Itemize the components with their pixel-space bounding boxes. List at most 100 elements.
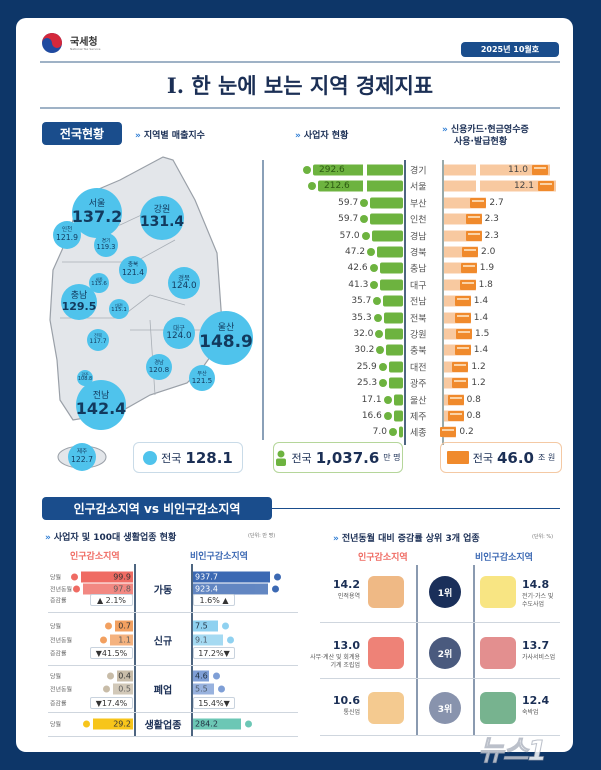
card-value: 1.8 [478, 279, 493, 290]
total-label: 전국 [161, 451, 182, 465]
top3-subtitle-text: 전년동월 대비 증감률 상위 3개 업종 [341, 534, 480, 544]
business-value: 42.6 [347, 263, 368, 274]
agency-subname: National Tax Service [70, 47, 101, 51]
region-label: 세종 [410, 428, 427, 439]
bubble-region-name: 세종 [95, 277, 103, 283]
right-axis-left [416, 565, 418, 735]
group-label: 신규 [153, 636, 173, 648]
card-value: 2.3 [484, 214, 499, 225]
card-subtitle-line1: 신용카드·현금영수증 [450, 125, 529, 135]
card-bar [444, 164, 550, 176]
business-dot [378, 362, 387, 371]
total-value: 128.1 [185, 448, 233, 467]
bubble-legend-icon [143, 450, 158, 465]
business-dot [379, 379, 388, 388]
bubble-region-name: 충남 [70, 290, 88, 301]
business-dot [360, 198, 369, 207]
non-decline-bar: 937.7 [193, 571, 270, 583]
row-label: 당월 [50, 574, 62, 582]
region-bubble: 세종 115.6 [89, 273, 109, 293]
bubble-value: 108.8 [77, 376, 93, 383]
group-divider [48, 712, 298, 713]
credit-card-icon [454, 296, 471, 307]
region-bubble: 제주 122.7 [68, 443, 96, 471]
credit-card-icon [454, 345, 471, 356]
non-decline-bar: 4.6 [193, 670, 209, 682]
decline-dot [100, 636, 107, 644]
bubble-value: 122.7 [70, 454, 93, 464]
business-bar [313, 164, 403, 176]
card-value: 11.0 [507, 165, 528, 175]
business-total-value: 1,037.6 [315, 448, 380, 467]
bubble-value: 117.7 [89, 338, 107, 346]
business-bar [388, 361, 403, 373]
business-bar [385, 328, 403, 340]
non-decline-bar: 7.5 [193, 620, 218, 632]
compare-section-badge: 인구감소지역 vs 비인구감소지역 [42, 497, 272, 520]
row-label: 전년동월 [50, 637, 73, 645]
card-bar [444, 180, 556, 192]
card-value: 2.0 [481, 247, 496, 257]
business-value: 292.6 [319, 165, 345, 175]
bubble-value: 148.9 [199, 331, 253, 352]
business-dot [373, 313, 382, 322]
nts-logo-icon [42, 33, 62, 53]
card-total-value: 46.0 [496, 448, 534, 467]
decline-top-value: 13.0 [332, 639, 360, 652]
region-label: 광주 [410, 379, 427, 390]
business-dot [389, 428, 397, 437]
card-value: 12.1 [513, 181, 534, 192]
decline-bar: 29.2 [93, 718, 133, 730]
bubble-region-name: 제주 [76, 449, 88, 456]
bubble-region-name: 울산 [217, 323, 235, 334]
row-label: 증감률 [50, 650, 67, 658]
business-bar [380, 279, 403, 291]
region-bubble: 대전 115.1 [109, 299, 129, 319]
region-label: 경남 [410, 232, 427, 243]
business-bar [393, 410, 403, 422]
business-value: 212.6 [324, 181, 350, 192]
region-label: 강원 [410, 330, 427, 341]
business-dot [367, 248, 376, 256]
non-decline-change-box: 17.2%▼ [193, 647, 235, 659]
region-bubble: 부산 121.5 [189, 365, 215, 391]
business-total: 전국 1,037.6 만 명 [273, 442, 403, 473]
non-decline-top-label: 전기·가스 및 수도사업 [522, 593, 554, 608]
decline-top-label: 인적용역 [337, 593, 360, 600]
smartphone-icon [368, 692, 404, 724]
decline-bar: 1.1 [110, 634, 133, 646]
bubble-region-name: 대전 [115, 303, 123, 309]
card-bar [444, 246, 478, 258]
non-decline-bar: 9.1 [193, 634, 223, 646]
right-axis-right [473, 565, 475, 735]
bubble-region-name: 강원 [153, 204, 171, 215]
group-label: 폐업 [153, 685, 173, 697]
decline-top-value: 14.2 [332, 578, 360, 591]
business-value: 30.2 [354, 345, 375, 356]
non-decline-dot [222, 622, 229, 630]
bubble-value: 115.6 [91, 281, 107, 288]
region-label: 인천 [410, 215, 427, 226]
region-label: 대전 [410, 363, 427, 374]
business-dot [383, 395, 392, 404]
decline-top-label: 사무·계산 및 회계용 기계 조립업 [310, 654, 360, 669]
business-subtitle: » 사업자 현황 [295, 131, 349, 141]
region-label: 전북 [410, 314, 427, 325]
business-dot [361, 231, 370, 240]
credit-card-icon [440, 427, 457, 438]
axis-break [476, 163, 480, 177]
credit-card-icon [465, 214, 482, 225]
row-label: 증감률 [50, 700, 67, 708]
region-bubble: 전북 117.7 [87, 329, 109, 351]
non-decline-bar: 5.5 [193, 683, 214, 695]
bubble-value: 129.5 [61, 299, 97, 313]
business-value: 59.7 [338, 197, 359, 208]
business-dot [375, 330, 384, 338]
business-dot [308, 182, 316, 191]
bubble-region-name: 충북 [127, 262, 139, 269]
bubble-region-name: 대구 [173, 324, 185, 333]
non-decline-change-box: 15.4%▼ [193, 697, 235, 709]
region-label: 제주 [410, 412, 427, 423]
business-bar [371, 230, 403, 242]
non-decline-dot [213, 672, 220, 680]
